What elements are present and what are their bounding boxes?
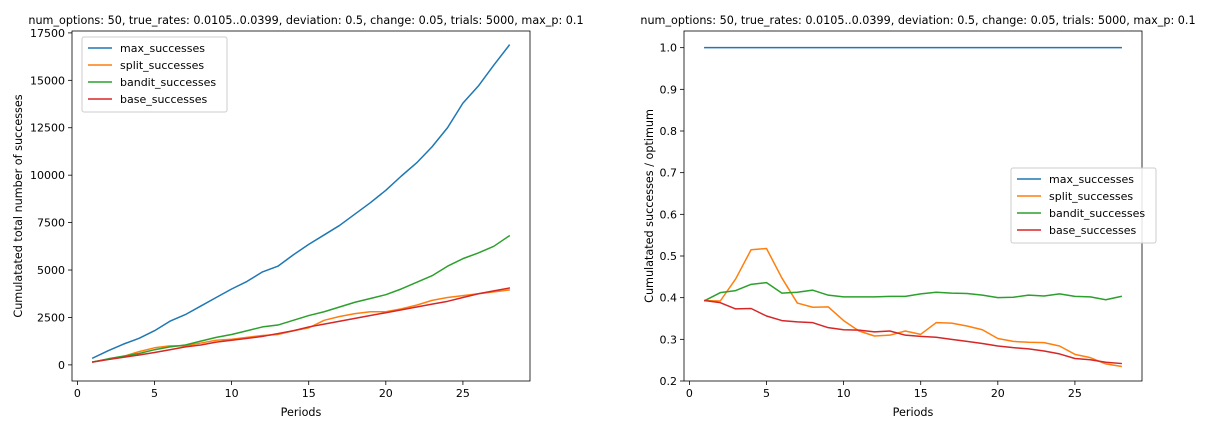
- x-tick-label: 10: [837, 387, 851, 400]
- legend-label: split_successes: [1049, 190, 1133, 203]
- y-axis-label: Cumulatated successes / optimum: [643, 109, 656, 303]
- y-tick-label: 7500: [37, 217, 65, 230]
- x-tick-label: 20: [991, 387, 1005, 400]
- y-tick-label: 0.5: [660, 250, 678, 263]
- x-tick-label: 15: [914, 387, 928, 400]
- series-line-base-successes: [91, 287, 511, 363]
- y-tick-label: 0.7: [660, 167, 678, 180]
- legend: max_successes split_successes bandit_succe…: [1010, 167, 1157, 244]
- y-tick-label: 10000: [30, 169, 65, 182]
- series-line-base-successes: [703, 299, 1122, 365]
- legend-label: bandit_successes: [1049, 207, 1145, 220]
- x-tick-label: 5: [763, 387, 770, 400]
- legend-label: base_successes: [1049, 224, 1137, 237]
- y-tick-label: 0.4: [660, 292, 678, 305]
- x-tick-label: 0: [74, 387, 81, 400]
- legend-label: max_successes: [120, 42, 205, 55]
- chart-title: num_options: 50, true_rates: 0.0105..0.0…: [28, 14, 583, 27]
- series-line-bandit-successes: [91, 234, 511, 363]
- x-tick-label: 25: [1068, 387, 1082, 400]
- right-chart: num_options: 50, true_rates: 0.0105..0.0…: [640, 14, 1195, 419]
- legend-label: max_successes: [1049, 173, 1134, 186]
- x-axis-label: Periods: [893, 406, 934, 419]
- series-line-max-successes: [91, 44, 511, 360]
- legend-label: bandit_successes: [120, 76, 216, 89]
- x-tick-label: 25: [456, 387, 470, 400]
- x-tick-label: 10: [225, 387, 239, 400]
- left-chart: num_options: 50, true_rates: 0.0105..0.0…: [12, 14, 584, 419]
- y-tick-label: 0.6: [660, 208, 678, 221]
- y-tick-label: 0.3: [660, 333, 678, 346]
- x-axis-label: Periods: [281, 406, 322, 419]
- y-tick-label: 5000: [37, 264, 65, 277]
- x-tick-label: 20: [379, 387, 393, 400]
- legend-box: [81, 36, 228, 113]
- x-tick-label: 5: [151, 387, 158, 400]
- series-line-split-successes: [704, 247, 1123, 368]
- y-tick-label: 0.8: [660, 125, 678, 138]
- x-tick-label: 0: [686, 387, 693, 400]
- y-tick-label: 1.0: [660, 42, 678, 55]
- plot-frame: [71, 30, 531, 382]
- y-axis-label: Cumulatated total number of successes: [12, 94, 25, 317]
- y-tick-label: 0.9: [660, 83, 678, 96]
- y-tick-label: 15000: [30, 74, 65, 87]
- series-line-bandit-successes: [703, 281, 1123, 302]
- y-tick-label: 12500: [30, 122, 65, 135]
- legend: max_successes split_successes bandit_succe…: [81, 36, 228, 113]
- y-tick-label: 0.2: [660, 375, 678, 388]
- legend-label: split_successes: [120, 59, 204, 72]
- chart-title: num_options: 50, true_rates: 0.0105..0.0…: [640, 14, 1195, 27]
- x-tick-label: 15: [302, 387, 316, 400]
- legend-box: [1010, 167, 1157, 244]
- y-tick-label: 17500: [30, 27, 65, 40]
- y-tick-label: 2500: [37, 311, 65, 324]
- legend-label: base_successes: [120, 93, 208, 106]
- y-tick-label: 0: [58, 359, 65, 372]
